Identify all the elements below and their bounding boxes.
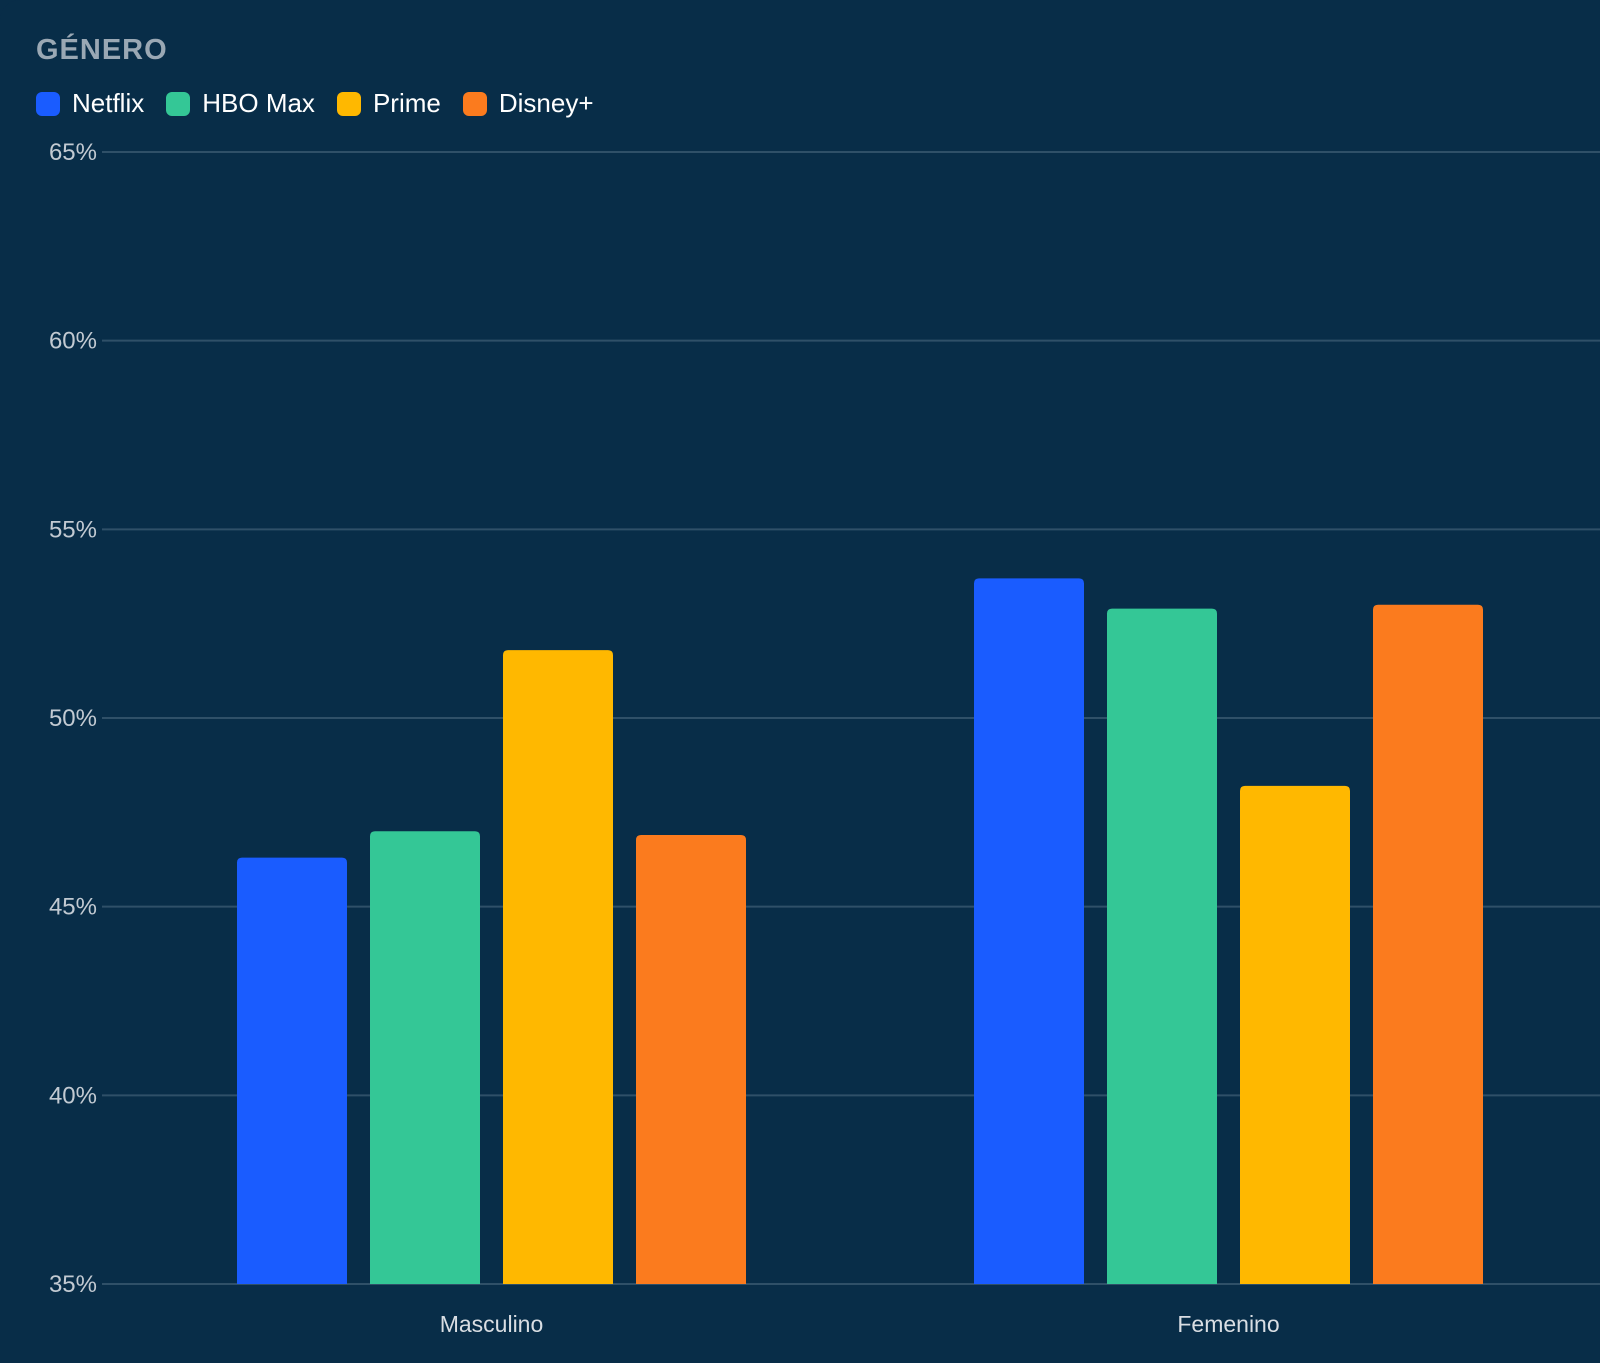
- legend-item-netflix[interactable]: Netflix: [36, 88, 144, 119]
- x-category-label-femenino: Femenino: [1177, 1311, 1279, 1337]
- legend-item-hbo-max[interactable]: HBO Max: [166, 88, 315, 119]
- bar-femenino-disney[interactable]: [1373, 604, 1483, 1284]
- y-tick-label-65: 65%: [49, 139, 97, 166]
- y-tick-label-50: 50%: [49, 705, 97, 732]
- bar-femenino-prime[interactable]: [1240, 785, 1350, 1284]
- y-tick-label-35: 35%: [49, 1271, 97, 1298]
- legend-swatch-prime: [336, 91, 361, 116]
- chart-title: GÉNERO: [36, 34, 168, 66]
- legend-swatch-disney: [462, 91, 487, 116]
- legend: Netflix HBO Max Prime Disney+: [36, 88, 594, 119]
- bar-femenino-hbo-max[interactable]: [1107, 608, 1217, 1284]
- legend-label-prime: Prime: [372, 88, 441, 118]
- legend-item-disney[interactable]: Disney+: [462, 88, 594, 119]
- y-tick-label-60: 60%: [49, 328, 97, 355]
- bar-masculino-netflix[interactable]: [237, 857, 347, 1284]
- y-tick-label-55: 55%: [49, 516, 97, 543]
- bar-masculino-hbo-max[interactable]: [370, 831, 480, 1284]
- bar-masculino-disney[interactable]: [636, 834, 746, 1284]
- x-category-label-masculino: Masculino: [440, 1311, 544, 1337]
- legend-label-netflix: Netflix: [72, 88, 145, 118]
- y-tick-label-40: 40%: [49, 1082, 97, 1109]
- legend-label-hbo-max: HBO Max: [202, 88, 315, 118]
- legend-swatch-hbo-max: [166, 91, 191, 116]
- bar-femenino-netflix[interactable]: [974, 578, 1084, 1284]
- legend-label-disney: Disney+: [498, 88, 594, 118]
- legend-swatch-netflix: [36, 91, 60, 116]
- y-tick-label-45: 45%: [49, 894, 97, 921]
- legend-item-prime[interactable]: Prime: [336, 88, 441, 119]
- bar-masculino-prime[interactable]: [503, 650, 613, 1284]
